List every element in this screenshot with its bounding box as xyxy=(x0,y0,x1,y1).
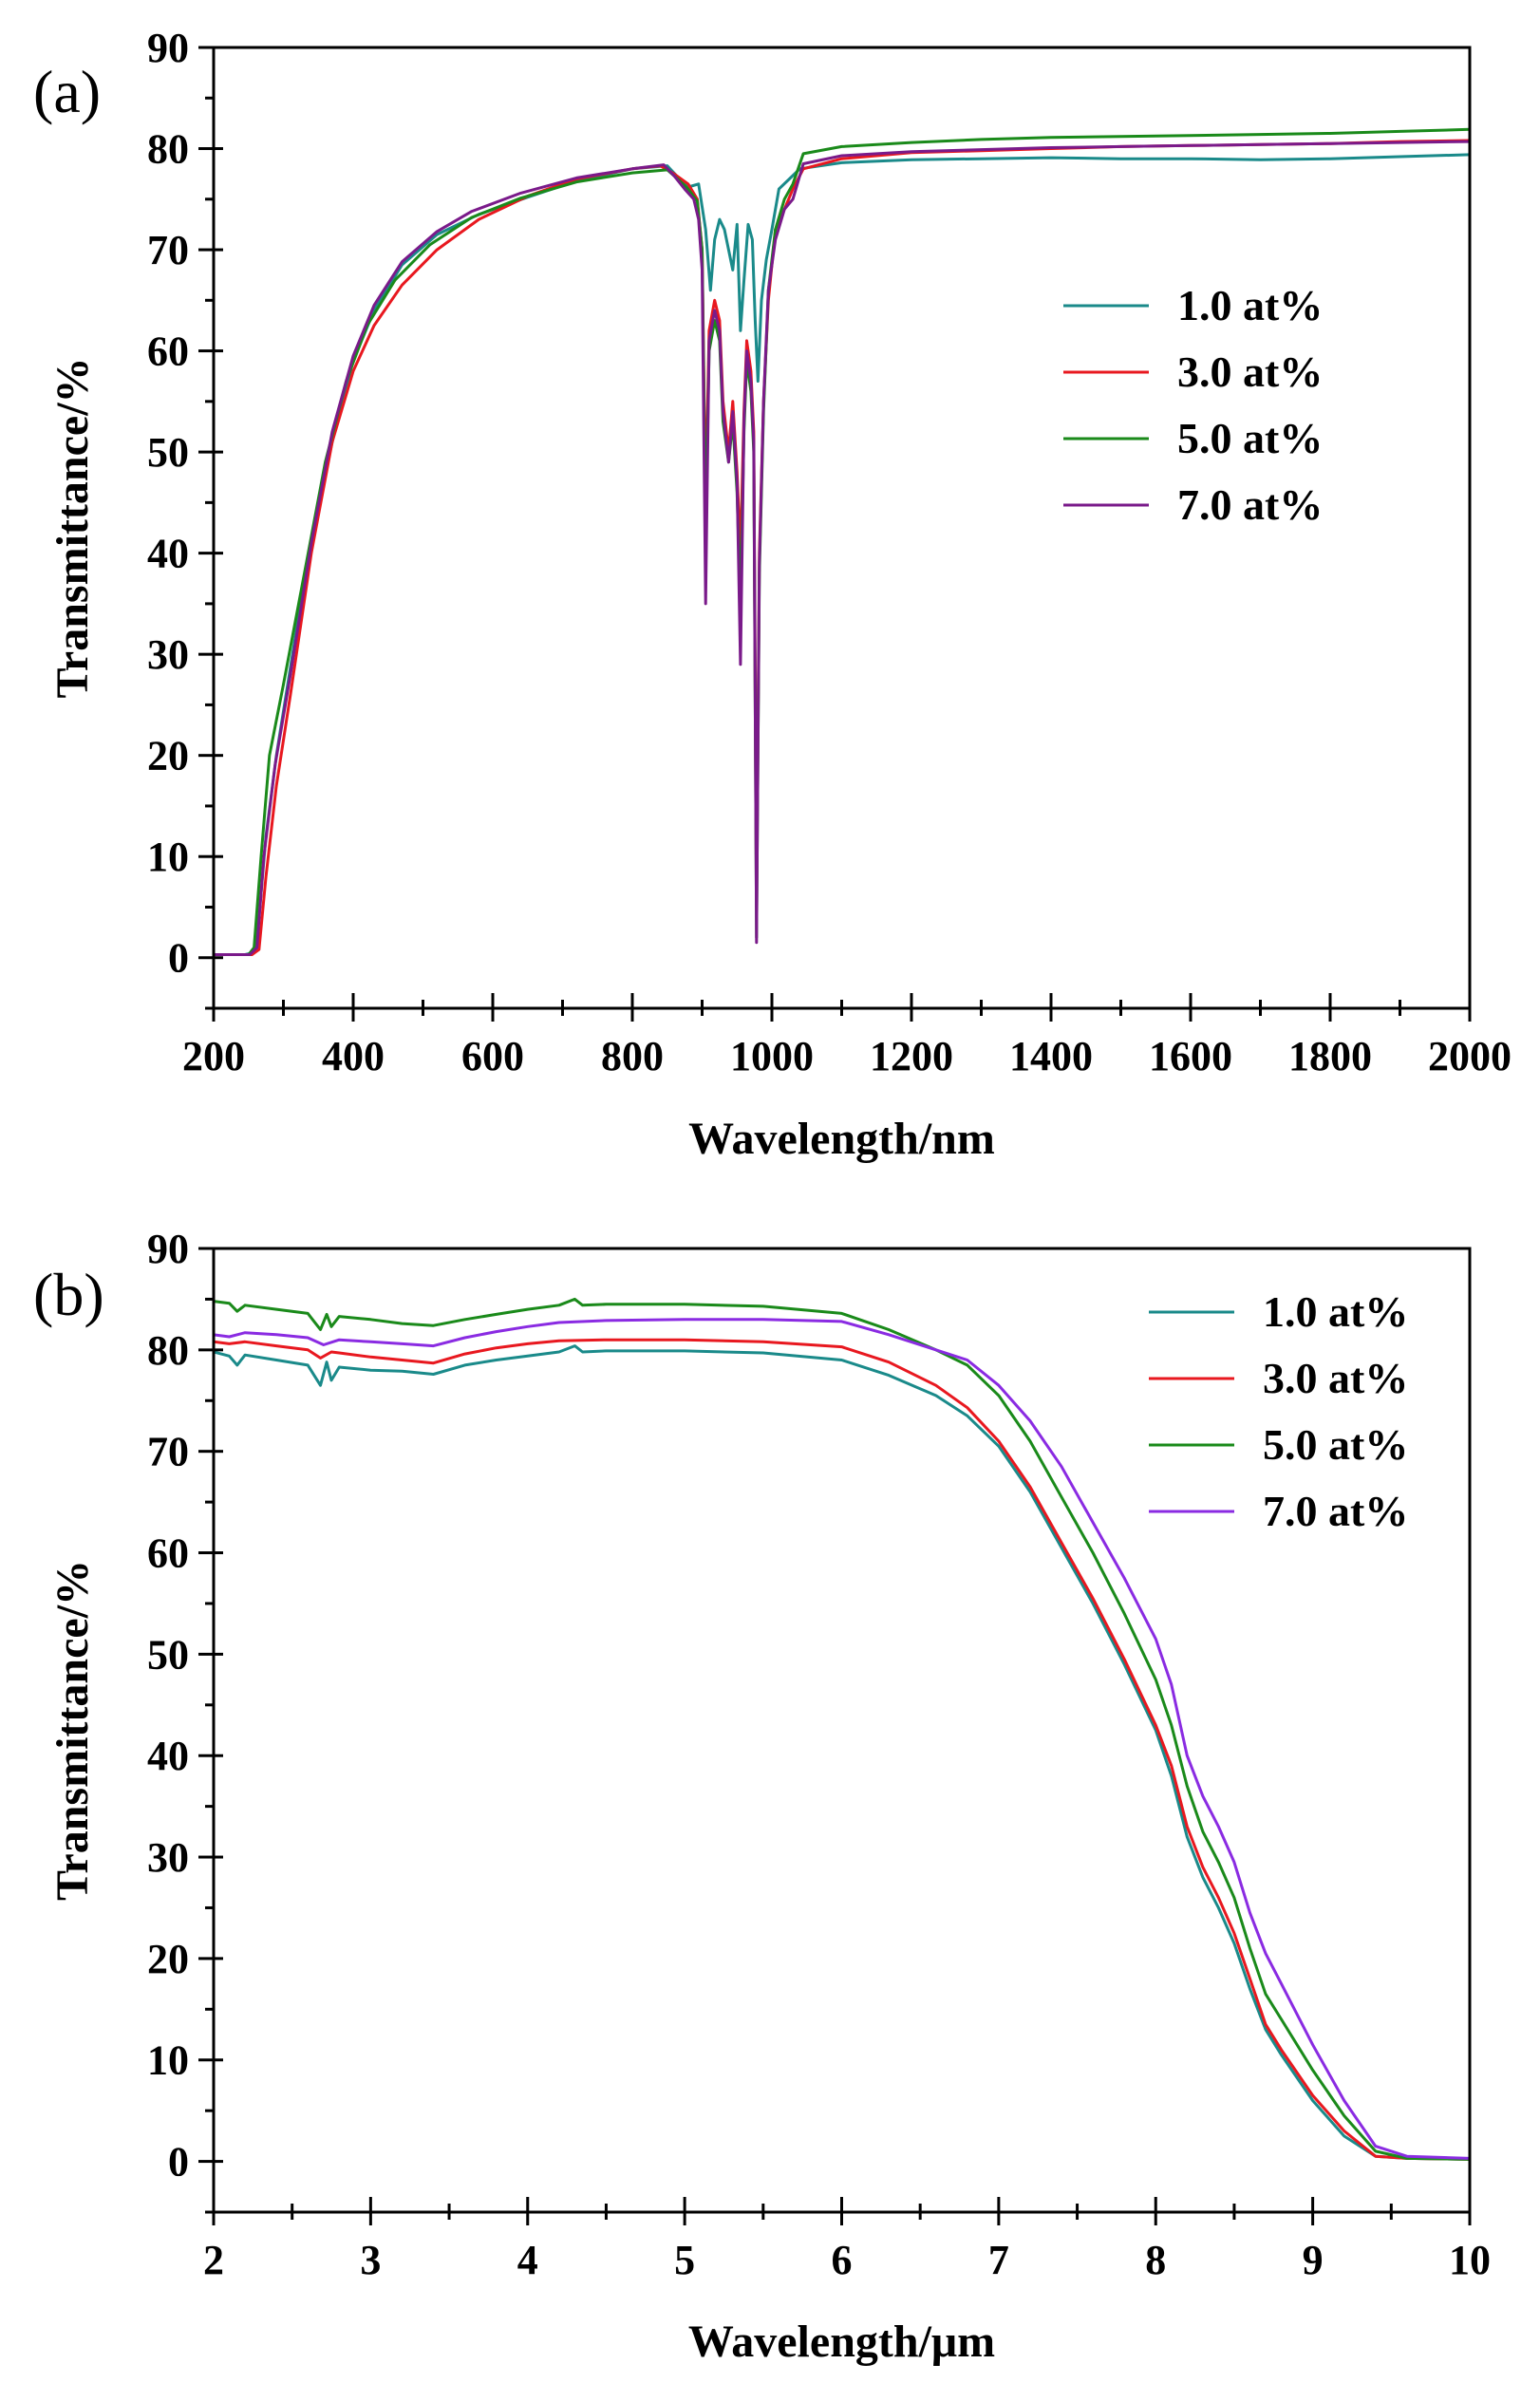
series-line-3-0-at- xyxy=(214,1338,1470,2161)
series-line-7-0-at- xyxy=(214,1318,1470,2160)
y-tick-label: 60 xyxy=(147,1530,189,1577)
legend-label: 7.0 at% xyxy=(1177,480,1323,529)
y-tick-label: 50 xyxy=(147,1631,189,1678)
series-line-1-0-at- xyxy=(214,1344,1470,2161)
legend-label: 3.0 at% xyxy=(1177,347,1323,396)
x-tick-label: 10 xyxy=(1449,2237,1491,2283)
x-tick-label: 200 xyxy=(182,1033,245,1079)
legend-label: 3.0 at% xyxy=(1263,1354,1408,1402)
x-tick-label: 8 xyxy=(1145,2237,1166,2283)
x-tick-label: 2 xyxy=(203,2237,224,2283)
x-axis-title: Wavelength/μm xyxy=(688,2317,995,2367)
x-tick-label: 1800 xyxy=(1288,1033,1372,1079)
panel-a: (a) 200 400 600 800 1000 1200 1400 1600 1800 2000 0… xyxy=(33,25,1512,1164)
x-tick-label: 5 xyxy=(674,2237,695,2283)
y-tick-label: 90 xyxy=(147,1226,189,1272)
x-tick-label: 1600 xyxy=(1149,1033,1232,1079)
y-tick-label: 90 xyxy=(147,25,189,71)
x-axis-title: Wavelength/nm xyxy=(688,1114,995,1164)
x-tick-label: 800 xyxy=(601,1033,664,1079)
x-tick-label: 600 xyxy=(461,1033,524,1079)
legend-label: 5.0 at% xyxy=(1177,414,1323,462)
legend-label: 1.0 at% xyxy=(1177,281,1323,329)
x-tick-label: 400 xyxy=(322,1033,385,1079)
y-tick-label: 30 xyxy=(147,1834,189,1881)
x-tick-label: 1400 xyxy=(1009,1033,1093,1079)
x-tick-label: 6 xyxy=(832,2237,853,2283)
y-tick-label: 20 xyxy=(147,733,189,779)
y-tick-label: 60 xyxy=(147,328,189,375)
y-tick-label: 40 xyxy=(147,1733,189,1779)
x-tick-label: 7 xyxy=(988,2237,1009,2283)
y-tick-label: 50 xyxy=(147,429,189,476)
x-tick-label: 2000 xyxy=(1428,1033,1512,1079)
panel-label: (b) xyxy=(33,1261,104,1328)
y-tick-label: 70 xyxy=(147,1429,189,1475)
x-tick-label: 1200 xyxy=(870,1033,953,1079)
y-tick-label: 40 xyxy=(147,531,189,577)
y-tick-label: 70 xyxy=(147,227,189,273)
panel-label: (a) xyxy=(33,58,101,125)
legend-label: 7.0 at% xyxy=(1263,1487,1408,1535)
x-tick-label: 1000 xyxy=(730,1033,814,1079)
y-tick-label: 20 xyxy=(147,1936,189,1982)
series-group xyxy=(214,1297,1470,2161)
y-axis-title: Transmittance/% xyxy=(47,1560,98,1901)
series-group xyxy=(214,127,1470,956)
series-line-5-0-at- xyxy=(214,127,1470,956)
series-line-7-0-at- xyxy=(214,140,1470,956)
y-tick-label: 30 xyxy=(147,631,189,678)
legend: 1.0 at% 3.0 at% 5.0 at% 7.0 at% xyxy=(1149,1287,1408,1535)
series-line-5-0-at- xyxy=(214,1297,1470,2161)
x-tick-label: 9 xyxy=(1303,2237,1324,2283)
legend-label: 1.0 at% xyxy=(1263,1287,1408,1336)
y-tick-label: 10 xyxy=(147,834,189,880)
legend: 1.0 at% 3.0 at% 5.0 at% 7.0 at% xyxy=(1063,281,1323,529)
y-tick-label: 0 xyxy=(168,935,189,982)
y-tick-label: 0 xyxy=(168,2139,189,2186)
x-tick-label: 4 xyxy=(517,2237,538,2283)
y-axis-title: Transmittance/% xyxy=(47,357,98,698)
legend-label: 5.0 at% xyxy=(1263,1420,1408,1469)
panel-b: (b) 2 3 4 5 6 7 8 9 10 0 10 20 30 40 50 60 70 80 90 Waveleng… xyxy=(33,1226,1491,2367)
y-tick-label: 80 xyxy=(147,126,189,173)
x-tick-label: 3 xyxy=(360,2237,381,2283)
y-tick-label: 80 xyxy=(147,1327,189,1374)
y-tick-label: 10 xyxy=(147,2037,189,2084)
